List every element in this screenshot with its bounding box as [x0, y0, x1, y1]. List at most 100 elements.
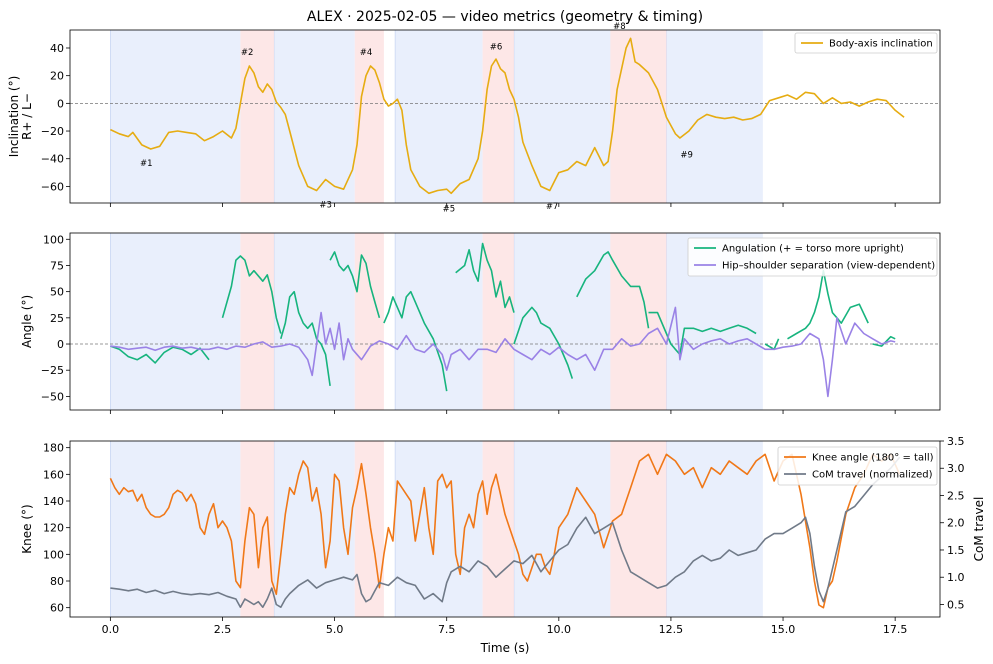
- panel-inclination: #1 #2 #3 #4 #5 #6 #7 #8 #9 40 20 0 −20 −40 −60 Inclinat…: [7, 22, 941, 215]
- x-tick-label: 17.5: [883, 623, 908, 636]
- series-line-0-0-0: [110, 37, 905, 195]
- series-line-2-1-0: [110, 456, 901, 609]
- y-tick-label: 0: [57, 338, 64, 351]
- y-axis-label: Knee (°): [20, 504, 34, 553]
- legend-entry: Hip–shoulder separation (view-dependent): [722, 261, 935, 272]
- series-line-2-0-0: [109, 453, 901, 609]
- shade-blue-1: [274, 233, 355, 410]
- series-line-1-0-5: [455, 242, 515, 313]
- legend-entry: Knee angle (180° = tall): [812, 453, 934, 464]
- shade-red-0: [240, 441, 275, 617]
- y-right-tick-label: 1.0: [947, 571, 965, 584]
- legend: Knee angle (180° = tall) CoM travel (norm…: [777, 446, 938, 486]
- series-line-1-0-10: [787, 269, 869, 340]
- x-tick-label: 10.0: [547, 623, 572, 636]
- legend: Body-axis inclination: [794, 32, 938, 54]
- annotation-7: #8: [613, 22, 626, 32]
- chart-title: ALEX · 2025-02-05 — video metrics (geome…: [307, 9, 703, 25]
- shade-blue-0: [110, 30, 241, 203]
- y-tick-label: 60: [50, 602, 64, 615]
- x-tick-label: 2.5: [214, 623, 232, 636]
- shade-red-3: [610, 233, 667, 410]
- plot-frame: [69, 440, 941, 618]
- shade-red-0: [240, 233, 275, 410]
- annotation-2: #3: [319, 200, 332, 210]
- legend-entry: CoM travel (normalized): [812, 470, 933, 481]
- y-axis-label: R+ / L−: [20, 93, 34, 140]
- y-tick-label: 180: [43, 442, 64, 455]
- y-tick-label: −60: [41, 180, 64, 193]
- y-tick-label: −25: [41, 364, 64, 377]
- shading: [110, 233, 763, 410]
- plot-frame: [69, 232, 941, 411]
- series-group: [110, 242, 896, 398]
- shade-blue-3: [513, 233, 611, 410]
- series-line-1-0-1: [221, 255, 282, 334]
- legend-box: [794, 32, 938, 54]
- y-tick-label: 100: [43, 548, 64, 561]
- series-line-1-0-3: [329, 251, 381, 319]
- x-tick-label: 7.5: [438, 623, 456, 636]
- shade-red-0: [240, 30, 275, 203]
- y-tick-label: 140: [43, 495, 64, 508]
- series-line-1-0-0: [110, 345, 210, 364]
- shade-blue-1: [274, 441, 355, 617]
- shade-red-1: [354, 441, 384, 617]
- y-right-axis-label: CoM travel: [972, 497, 986, 562]
- series-line-1-0-6: [513, 306, 574, 379]
- panel-angles: 100 75 50 25 0 −25 −50 Angle (°) Angulation (+ =…: [20, 232, 941, 414]
- legend: Angulation (+ = torso more upright) Hip–s…: [687, 237, 938, 277]
- legend-box: [777, 446, 938, 486]
- legend-box: [687, 237, 938, 277]
- y-right-tick-label: 2.0: [947, 517, 965, 530]
- annotation-0: #1: [140, 159, 153, 169]
- x-tick-label: 0.0: [102, 623, 120, 636]
- y-tick-label: 50: [50, 286, 64, 299]
- x-tick-label: 12.5: [659, 623, 684, 636]
- y-tick-label: −20: [41, 125, 64, 138]
- y-tick-label: 25: [50, 312, 64, 325]
- shade-blue-2: [395, 441, 483, 617]
- panel-knee: 0.0 2.5 5.0 7.5 10.0 12.5 15.0 17.5 180 160 140 120…: [20, 435, 986, 636]
- shade-blue-4: [666, 441, 763, 617]
- series-line-1-1-0: [110, 306, 896, 398]
- annotation-5: #6: [490, 43, 503, 53]
- y-tick-label: 100: [43, 233, 64, 246]
- series-line-1-0-2: [280, 290, 331, 387]
- y-tick-label: −40: [41, 153, 64, 166]
- plot-frame: [69, 29, 941, 204]
- legend-entry: Body-axis inclination: [829, 39, 933, 50]
- y-right-tick-label: 1.5: [947, 544, 965, 557]
- shade-blue-0: [110, 441, 241, 617]
- y-right-tick-label: 3.0: [947, 462, 965, 475]
- shade-blue-0: [110, 233, 241, 410]
- series-group: [110, 37, 905, 195]
- shade-red-3: [610, 441, 667, 617]
- x-tick-label: 5.0: [326, 623, 344, 636]
- series-line-1-0-4: [383, 290, 448, 392]
- shade-blue-3: [513, 30, 611, 203]
- shade-red-2: [482, 30, 514, 203]
- annotation-4: #5: [443, 205, 456, 215]
- shading: [110, 30, 763, 203]
- annotation-1: #2: [241, 48, 254, 58]
- shade-blue-1: [274, 30, 355, 203]
- shade-red-2: [482, 441, 514, 617]
- y-tick-label: −50: [41, 390, 64, 403]
- x-tick-label: 15.0: [771, 623, 796, 636]
- shade-blue-2: [395, 30, 483, 203]
- y-right-tick-label: 0.5: [947, 598, 965, 611]
- y-tick-label: 160: [43, 468, 64, 481]
- y-axis-label: Angle (°): [20, 295, 34, 348]
- series-line-1-0-11: [872, 335, 896, 347]
- y-tick-label: 0: [57, 97, 64, 110]
- series-group: [109, 453, 901, 609]
- y-right-tick-label: 3.5: [947, 435, 965, 448]
- y-tick-label: 80: [50, 575, 64, 588]
- y-axis-label: Inclination (°): [7, 76, 21, 158]
- annotation-6: #7: [546, 202, 559, 212]
- shade-blue-3: [513, 441, 611, 617]
- shade-red-1: [354, 233, 384, 410]
- shade-blue-2: [395, 233, 483, 410]
- y-tick-label: 40: [50, 42, 64, 55]
